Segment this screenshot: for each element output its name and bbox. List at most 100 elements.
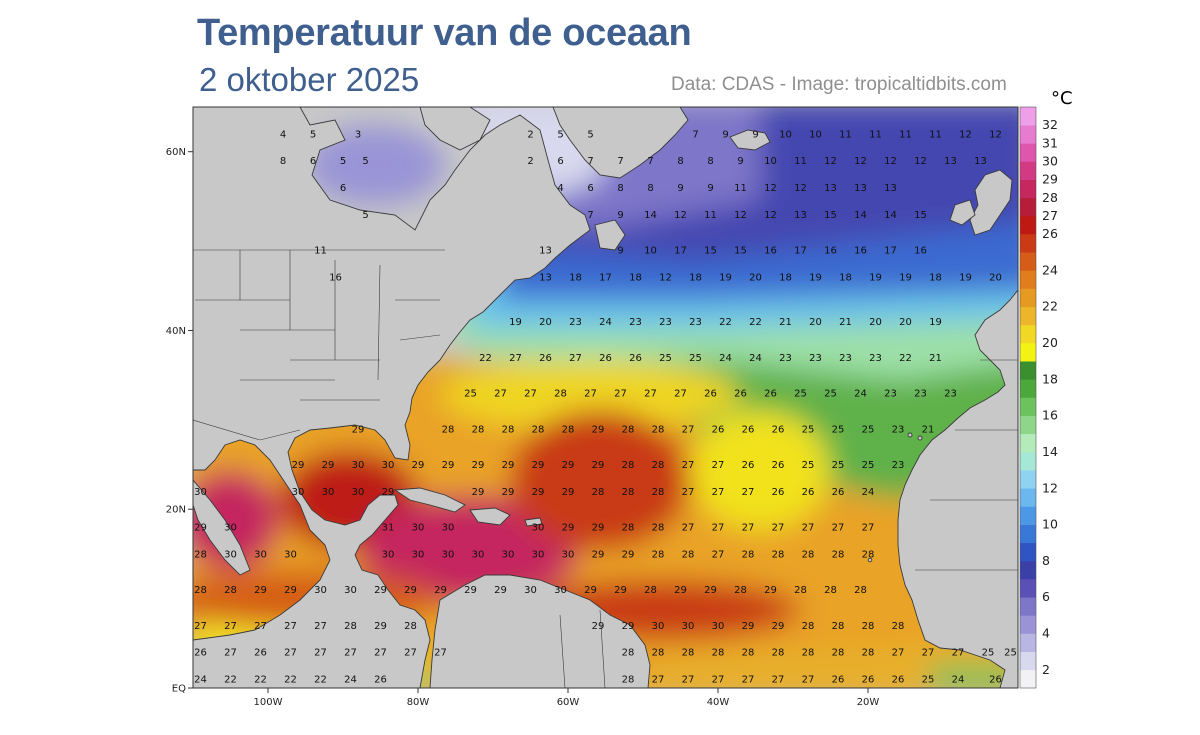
colorbar-label: 20	[1042, 335, 1058, 350]
sst-label: 18	[689, 272, 702, 283]
sst-label: 5	[587, 129, 593, 140]
sst-label: 27	[772, 523, 785, 534]
sst-label: 28	[772, 648, 785, 659]
sst-label: 11	[314, 246, 327, 257]
sst-label: 28	[742, 549, 755, 560]
sst-label: 12	[659, 272, 672, 283]
sst-label: 7	[617, 156, 623, 167]
colorbar-swatch	[1020, 633, 1036, 652]
sst-label: 28	[742, 648, 755, 659]
sst-label: 27	[614, 389, 627, 400]
colorbar-swatch	[1020, 488, 1036, 507]
sst-label: 30	[352, 460, 365, 471]
sst-label: 27	[892, 648, 905, 659]
sst-label: 25	[862, 460, 875, 471]
sst-label: 29	[592, 460, 605, 471]
sst-label: 26	[194, 648, 207, 659]
sst-label: 30	[652, 621, 665, 632]
colorbar-swatch	[1020, 324, 1036, 344]
sst-label: 28	[532, 424, 545, 435]
sst-label: 20	[809, 317, 822, 328]
sst-label: 11	[839, 129, 852, 140]
sst-label: 29	[194, 523, 207, 534]
sst-label: 30	[382, 549, 395, 560]
sst-label: 27	[374, 648, 387, 659]
colorbar-label: 30	[1042, 153, 1058, 168]
sst-label: 27	[674, 389, 687, 400]
sst-label: 23	[569, 317, 582, 328]
sst-label: 25	[832, 424, 845, 435]
sst-label: 28	[472, 424, 485, 435]
sst-label: 28	[592, 487, 605, 498]
sst-label: 28	[734, 585, 747, 596]
sst-label: 29	[352, 424, 365, 435]
colorbar-label: 27	[1042, 208, 1058, 223]
sst-label: 29	[254, 585, 267, 596]
sst-label: 19	[869, 272, 882, 283]
colorbar-swatch	[1020, 451, 1036, 471]
sst-label: 10	[779, 129, 792, 140]
lon-tick-label: 100W	[254, 697, 283, 708]
sst-label: 30	[412, 523, 425, 534]
sst-label: 11	[704, 210, 717, 221]
sst-label: 28	[652, 460, 665, 471]
sst-label: 28	[712, 648, 725, 659]
sst-label: 21	[922, 424, 935, 435]
sst-label: 28	[802, 648, 815, 659]
sst-label: 21	[779, 317, 792, 328]
sst-label: 22	[224, 675, 237, 686]
sst-label: 25	[689, 353, 702, 364]
sst-label: 27	[224, 648, 237, 659]
sst-label: 28	[194, 585, 207, 596]
sst-label: 25	[862, 424, 875, 435]
sst-label: 12	[989, 129, 1002, 140]
sst-label: 19	[509, 317, 522, 328]
sst-label: 8	[617, 183, 623, 194]
sst-label: 21	[929, 353, 942, 364]
sst-label: 27	[569, 353, 582, 364]
lon-axis: 100W 80W 60W 40W 20W	[254, 688, 879, 708]
sst-label: 16	[824, 246, 837, 257]
sst-label: 28	[652, 424, 665, 435]
sst-label: 12	[734, 210, 747, 221]
sst-label: 29	[532, 460, 545, 471]
sst-label: 28	[862, 648, 875, 659]
sst-label: 5	[557, 129, 563, 140]
sst-label: 28	[682, 648, 695, 659]
colorbar-label: 2	[1042, 662, 1050, 677]
sst-label: 28	[652, 487, 665, 498]
sst-label: 27	[434, 648, 447, 659]
sst-label: 20	[869, 317, 882, 328]
sst-label: 27	[344, 648, 357, 659]
colorbar-label: 16	[1042, 408, 1058, 423]
sst-label: 27	[682, 487, 695, 498]
colorbar-swatch	[1020, 197, 1036, 217]
sst-label: 30	[352, 487, 365, 498]
sst-label: 30	[194, 487, 207, 498]
sst-label: 30	[224, 549, 237, 560]
sst-label: 23	[869, 353, 882, 364]
sst-label: 27	[509, 353, 522, 364]
sst-label: 22	[749, 317, 762, 328]
sst-label: 27	[712, 675, 725, 686]
sst-label: 19	[929, 317, 942, 328]
sst-label: 22	[479, 353, 492, 364]
sst-label: 28	[652, 523, 665, 534]
sst-label: 20	[989, 272, 1002, 283]
sst-label: 26	[802, 487, 815, 498]
sst-label: 7	[587, 210, 593, 221]
sst-label: 30	[442, 523, 455, 534]
sst-label: 28	[562, 424, 575, 435]
colorbar-label: 18	[1042, 371, 1058, 386]
sst-label: 24	[854, 389, 867, 400]
sst-value-labels: 4 5 3 2 5 5 7 9 9 10 10 11 11 11 11 12 128 6 5 5 2 6 7 7 7 8 8 9 10 1…	[194, 129, 1017, 685]
sst-label: 23	[914, 389, 927, 400]
sst-label: 28	[652, 549, 665, 560]
sst-label: 9	[707, 183, 713, 194]
sst-label: 29	[374, 621, 387, 632]
sst-label: 21	[839, 317, 852, 328]
colorbar-label: 8	[1042, 553, 1050, 568]
sst-label: 8	[647, 183, 653, 194]
sst-label: 28	[802, 621, 815, 632]
